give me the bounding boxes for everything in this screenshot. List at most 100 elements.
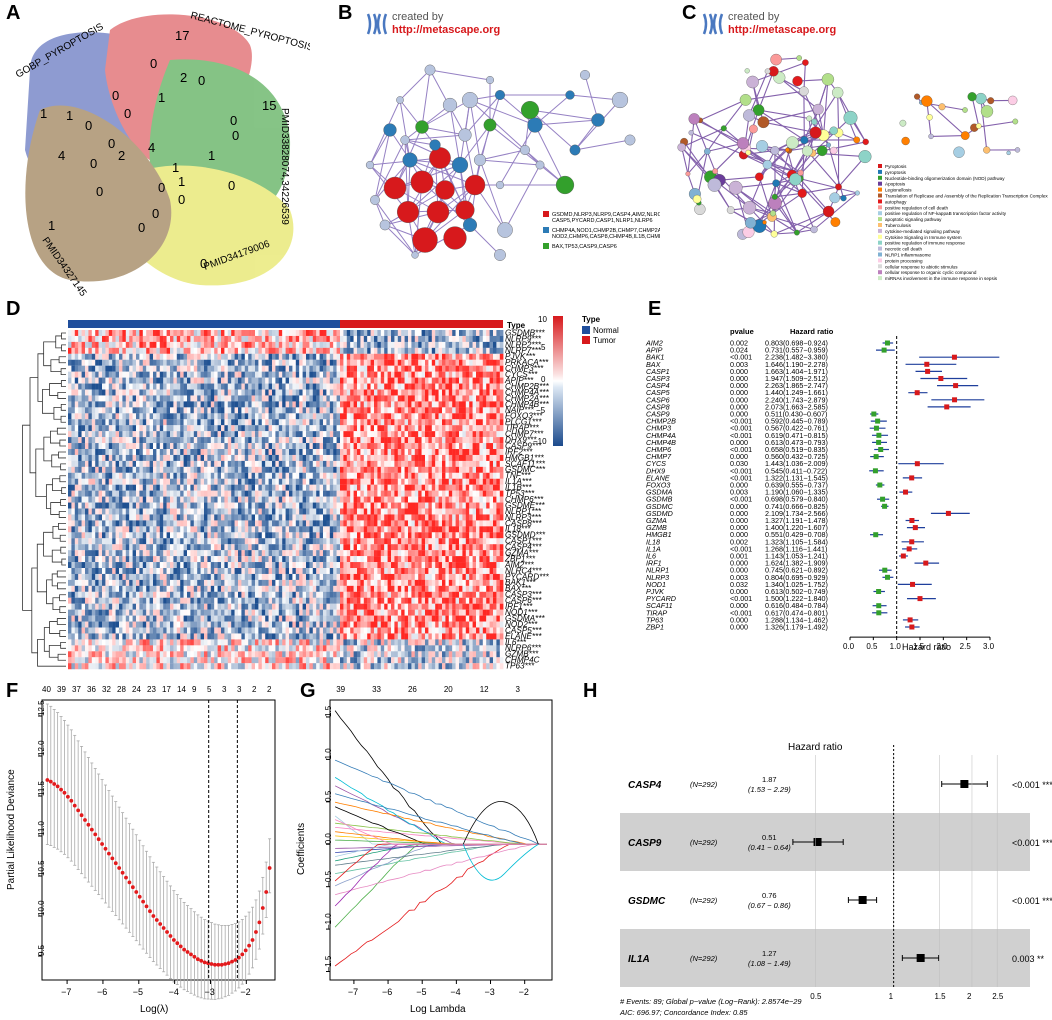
venn-count: 0 xyxy=(198,73,205,88)
forest-hr-text: 0.741(0.666−0.825) xyxy=(765,502,828,511)
network-node xyxy=(429,139,441,151)
network-node xyxy=(744,217,757,229)
gene-label: IL18*** xyxy=(505,525,531,534)
y-label: Partial Likelihood Deviance xyxy=(6,769,17,890)
h-gene: IL1A xyxy=(628,954,650,965)
cv-point xyxy=(62,790,67,795)
cv-point xyxy=(192,954,197,959)
forest-gene: AIM2 xyxy=(645,339,663,348)
venn-count: 4 xyxy=(58,148,65,163)
forest-point xyxy=(944,404,950,410)
h-tick: 1 xyxy=(889,992,894,1001)
network-node xyxy=(677,143,686,152)
forest-point xyxy=(876,589,882,594)
network-node xyxy=(429,147,451,169)
forest-hr-text: 1.646(1.190−2.278) xyxy=(765,360,828,369)
network-node xyxy=(692,194,702,204)
forest-pvalue: 0.003 xyxy=(730,573,748,582)
network-node xyxy=(975,92,987,105)
forest-gene: HMGB1 xyxy=(646,530,672,539)
cv-point xyxy=(107,851,111,856)
legend-swatch xyxy=(878,228,882,233)
col-pvalue: pvalue xyxy=(730,327,754,336)
forest-tick: 2.5 xyxy=(960,642,972,651)
legend-label: cellular response to organic cyclic comp… xyxy=(885,270,977,275)
cv-point xyxy=(148,909,152,914)
cv-point xyxy=(117,866,122,870)
venn-count: 1 xyxy=(48,218,55,233)
top-tick: 26 xyxy=(408,685,417,694)
legend-swatch xyxy=(543,227,549,233)
network-node xyxy=(520,100,539,119)
h-pvalue: <0.001 *** xyxy=(1012,838,1052,848)
forest-plot-e: pvalue Hazard ratio AIM2 0.002 0.803(0.698… xyxy=(645,327,1000,652)
h-tick: 0.5 xyxy=(810,992,822,1001)
cv-point xyxy=(189,952,193,957)
gene-label: NLRC4*** xyxy=(505,566,542,575)
forest-tick: 3.0 xyxy=(983,642,995,651)
h-tick: 2.5 xyxy=(992,992,1004,1001)
top-tick: 33 xyxy=(372,685,381,694)
network-node xyxy=(411,251,419,259)
cv-point xyxy=(151,914,156,918)
legend-label: pyroptosis xyxy=(885,170,907,175)
legend-swatch xyxy=(878,211,882,216)
forest-hr-text: 0.545(0.411−0.722) xyxy=(765,466,827,475)
lasso-path-plot: −7 −6 −5 −4 −3 −2−1.5−1.0−0.50.00.51.01.539 33… xyxy=(296,685,553,1015)
forest-pvalue: 0.000 xyxy=(730,402,748,411)
network-node xyxy=(591,113,605,127)
forest-pvalue: 0.024 xyxy=(730,346,748,355)
network-node xyxy=(412,227,438,253)
cv-point xyxy=(165,930,169,934)
cv-point xyxy=(223,962,228,966)
forest-gene: GSDMA xyxy=(646,488,673,497)
y-label: Coefficients xyxy=(296,823,307,875)
network-node xyxy=(426,200,450,224)
coef-path xyxy=(334,843,547,967)
gene-label: CASP4*** xyxy=(505,543,542,552)
h-n: (N=292) xyxy=(690,954,718,963)
legend-label: Translation of Replicase and Assembly of… xyxy=(885,194,1048,199)
gene-label: CHMP2B*** xyxy=(505,382,549,391)
legend-tumor-swatch xyxy=(582,336,590,344)
gene-label: APIP*** xyxy=(504,376,534,385)
legend-label: Nucleotide-binding oligomerization domai… xyxy=(885,176,1005,181)
coef-path xyxy=(334,843,547,896)
forest-point xyxy=(873,532,879,538)
forest-point xyxy=(900,553,906,559)
forest-hr-text: 0.617(0.474−0.801) xyxy=(765,608,828,617)
legend-label: autophagy xyxy=(885,199,907,204)
gene-label: BAK1*** xyxy=(505,578,536,587)
gene-label: DHX9*** xyxy=(505,436,537,445)
gene-label: GZMA*** xyxy=(505,549,539,558)
row-band xyxy=(620,929,1030,987)
cv-point xyxy=(161,926,166,930)
forest-pvalue: <0.001 xyxy=(730,417,752,426)
forest-hr-text: 0.619(0.471−0.815) xyxy=(765,431,828,440)
forest-gene: CASP6 xyxy=(646,395,670,404)
network-node xyxy=(455,200,475,220)
forest-point xyxy=(907,617,913,623)
network-node xyxy=(799,86,809,96)
network-node xyxy=(769,210,777,217)
legend-label: BAX,TP53,CASP9,CASP6 xyxy=(552,244,617,250)
h-tick: 2 xyxy=(967,992,972,1001)
network-node xyxy=(962,107,968,113)
lasso-cv-plot: −7 −6 −5 −4 −3 −2 9.5 10.0 10.5 11.0 11.5 12.0 12.5 4… xyxy=(6,685,276,1015)
color-scale-bar xyxy=(553,316,563,446)
gene-label: NAIP*** xyxy=(505,406,534,415)
forest-gene: NLRP3 xyxy=(646,573,669,582)
col-hr: Hazard ratio xyxy=(790,327,834,336)
svg-text:created by: created by xyxy=(392,11,444,23)
forest-point xyxy=(909,475,915,481)
network-node xyxy=(720,125,727,132)
panel-label-a: A xyxy=(6,2,21,24)
panel-label-f: F xyxy=(6,680,19,702)
gene-label: PYCARD*** xyxy=(505,572,549,581)
network-node xyxy=(736,137,750,150)
forest-gene: ZBP1 xyxy=(645,623,664,632)
network-node xyxy=(921,95,933,107)
legend-label: protein processing xyxy=(885,258,923,263)
network-node xyxy=(704,148,711,155)
network-node xyxy=(370,195,380,205)
